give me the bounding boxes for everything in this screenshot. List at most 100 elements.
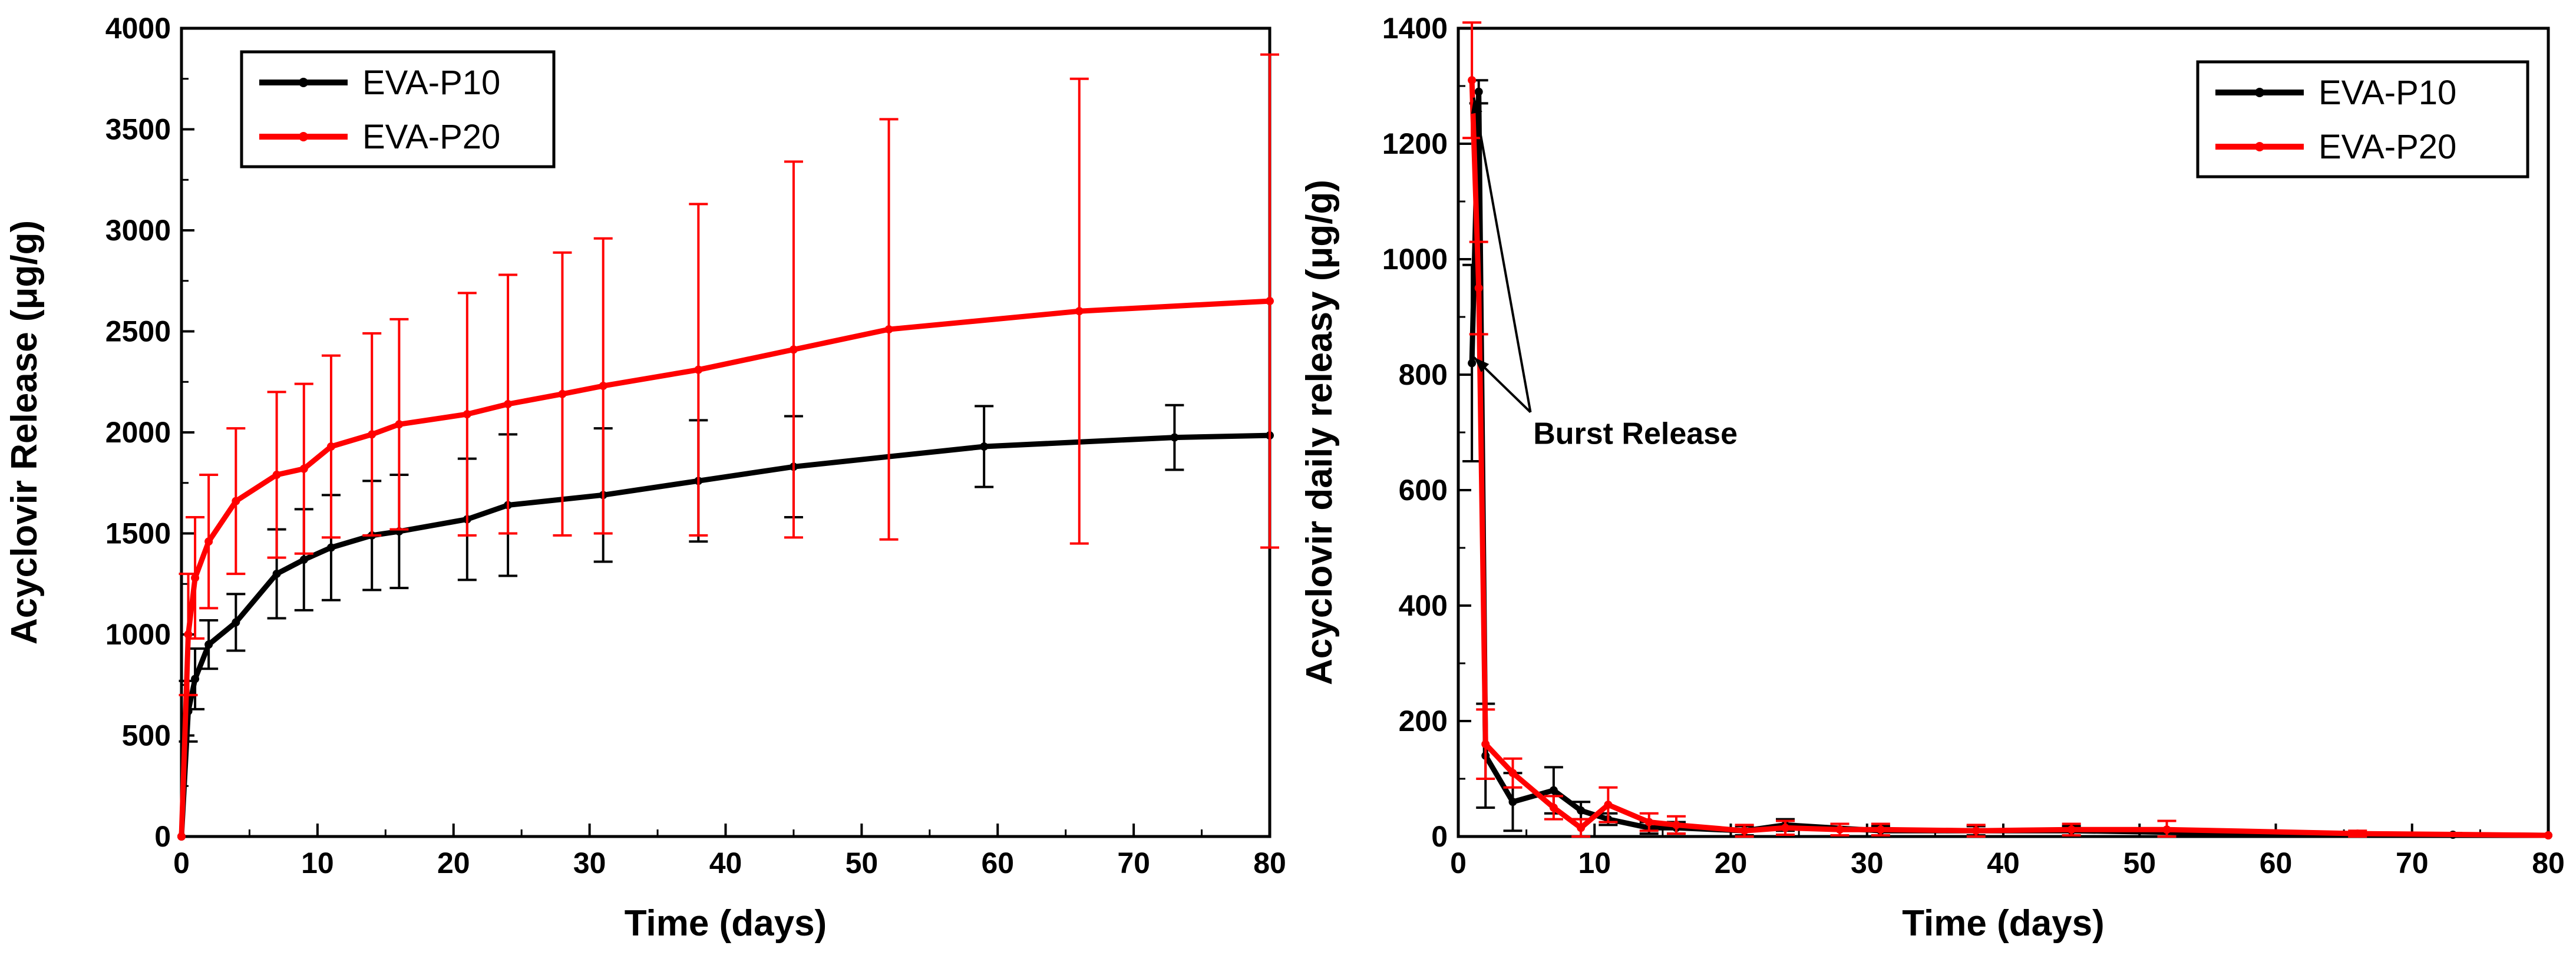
y-axis-title: Acyclovir Release (μg/g) (4, 220, 45, 644)
legend-marker (299, 132, 308, 141)
x-tick-label: 0 (1450, 847, 1467, 880)
x-tick-label: 80 (2532, 847, 2565, 880)
data-point (1170, 433, 1179, 442)
y-tick-label: 200 (1399, 705, 1448, 738)
y-tick-label: 0 (154, 820, 171, 853)
x-tick-label: 0 (173, 847, 190, 880)
data-point (1781, 824, 1789, 832)
data-point (1468, 359, 1477, 368)
series-eva-p10 (177, 404, 1274, 841)
data-point (1971, 826, 1980, 835)
annotation-arrow (1472, 97, 1532, 413)
x-tick-label: 70 (2396, 847, 2429, 880)
data-point (2162, 825, 2171, 834)
y-tick-label: 400 (1399, 589, 1448, 622)
x-tick-label: 50 (2123, 847, 2156, 880)
data-point (177, 832, 186, 841)
y-tick-label: 1500 (105, 517, 171, 550)
x-tick-label: 60 (981, 847, 1014, 880)
data-point (1604, 801, 1613, 809)
data-point (599, 382, 607, 391)
legend-label: EVA-P10 (2319, 74, 2456, 112)
data-point (1835, 825, 1844, 834)
legend-label: EVA-P20 (2319, 128, 2456, 166)
data-point (558, 389, 567, 398)
y-tick-label: 2000 (105, 416, 171, 449)
y-tick-label: 1000 (1382, 243, 1448, 276)
annotation-label: Burst Release (1533, 417, 1738, 451)
data-point (204, 537, 213, 546)
x-tick-label: 50 (846, 847, 879, 880)
data-point (232, 497, 240, 505)
data-point (1474, 284, 1483, 292)
y-tick-label: 800 (1399, 358, 1448, 391)
x-tick-label: 10 (1578, 847, 1611, 880)
x-tick-label: 40 (1987, 847, 2020, 880)
data-point (1549, 786, 1558, 795)
y-tick-label: 1400 (1382, 12, 1448, 45)
data-point (1549, 804, 1558, 812)
y-tick-label: 1200 (1382, 127, 1448, 160)
data-point (204, 640, 213, 649)
data-point (1508, 769, 1517, 778)
data-point (272, 471, 281, 480)
data-point (2067, 825, 2076, 834)
annotation-arrowhead (1471, 97, 1482, 114)
y-tick-label: 4000 (105, 12, 171, 45)
data-point (395, 420, 404, 429)
data-point (1577, 806, 1586, 815)
legend: EVA-P10 EVA-P20 (2196, 60, 2529, 178)
legend-label: EVA-P20 (362, 118, 500, 156)
data-point (1468, 76, 1477, 85)
data-point (1644, 818, 1653, 826)
data-point (184, 630, 193, 639)
x-tick-label: 20 (437, 847, 470, 880)
legend-marker (2255, 88, 2264, 97)
x-tick-label: 60 (2260, 847, 2293, 880)
data-point (1577, 824, 1586, 832)
data-point (980, 442, 989, 451)
data-point (2353, 829, 2362, 838)
y-tick-label: 1000 (105, 618, 171, 651)
data-point (1474, 87, 1483, 96)
data-point (299, 464, 308, 473)
data-point (694, 365, 703, 374)
data-point (504, 399, 513, 408)
x-tick-label: 10 (301, 847, 334, 880)
y-tick-label: 2500 (105, 315, 171, 348)
y-axis-title: Acyclovir daily releasy (μg/g) (1299, 180, 1340, 685)
data-point (368, 430, 377, 439)
series-line (1469, 80, 2549, 838)
data-point (1266, 297, 1274, 306)
data-point (326, 543, 335, 552)
series-line (179, 298, 1270, 837)
data-point (2544, 831, 2552, 840)
data-point (884, 325, 893, 334)
burst-release-annotation: Burst Release (1471, 97, 1738, 451)
x-axis-title: Time (days) (625, 903, 827, 944)
data-point (232, 618, 240, 627)
x-tick-label: 80 (1253, 847, 1286, 880)
y-tick-label: 3500 (105, 113, 171, 146)
y-tick-label: 600 (1399, 474, 1448, 507)
data-point (326, 442, 335, 451)
legend-marker (299, 78, 308, 87)
data-point (1876, 825, 1885, 834)
series-eva-p20 (1462, 21, 2552, 840)
data-point (1508, 798, 1517, 806)
legend-box (240, 50, 556, 168)
y-tick-label: 3000 (105, 214, 171, 247)
series-line (1469, 89, 2549, 838)
x-tick-label: 40 (709, 847, 742, 880)
data-point (463, 410, 471, 419)
x-tick-label: 30 (1851, 847, 1884, 880)
annotation-arrowhead (1474, 357, 1490, 372)
y-tick-label: 500 (122, 719, 171, 752)
data-point (789, 345, 798, 354)
data-point (191, 573, 200, 582)
series-eva-p10 (1462, 79, 2552, 840)
data-point (1481, 740, 1490, 749)
legend-marker (2255, 142, 2264, 151)
x-axis-title: Time (days) (1902, 903, 2104, 944)
